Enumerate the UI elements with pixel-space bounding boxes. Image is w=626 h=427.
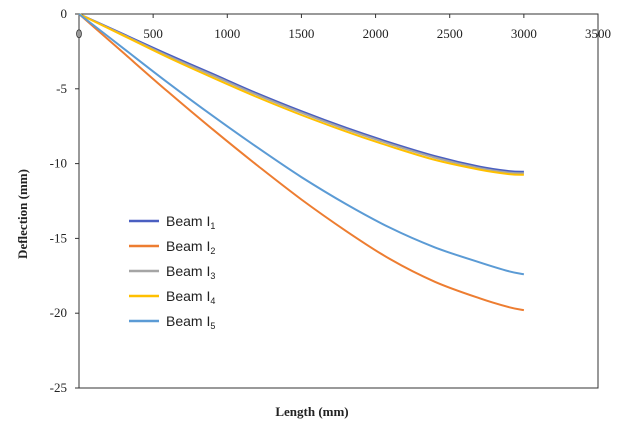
legend-item-beam-1: Beam I1 xyxy=(129,213,215,231)
legend-item-beam-3: Beam I3 xyxy=(129,263,215,281)
x-tick-label: 0 xyxy=(76,26,83,41)
legend-label: Beam I4 xyxy=(166,288,215,306)
x-tick-label: 1000 xyxy=(214,26,240,41)
legend-item-beam-4: Beam I4 xyxy=(129,288,215,306)
x-tick-label: 3500 xyxy=(585,26,611,41)
legend-label: Beam I3 xyxy=(166,263,215,281)
x-tick-label: 2500 xyxy=(437,26,463,41)
legend-label: Beam I5 xyxy=(166,313,215,331)
y-tick-label: -10 xyxy=(50,156,67,171)
series-layer xyxy=(78,13,525,312)
y-tick-label: -15 xyxy=(50,230,67,245)
x-axis-title: Length (mm) xyxy=(275,404,348,419)
y-tick-label: -25 xyxy=(50,380,67,395)
x-tick-label: 500 xyxy=(143,26,163,41)
y-tick-label: -20 xyxy=(50,305,67,320)
legend-item-beam-2: Beam I2 xyxy=(129,238,215,256)
plot-area-border xyxy=(78,13,599,389)
x-tick-label: 3000 xyxy=(511,26,537,41)
series-line-beam-5 xyxy=(78,13,525,276)
legend-item-beam-5: Beam I5 xyxy=(129,313,215,331)
x-tick-label: 1500 xyxy=(288,26,314,41)
y-tick-label: -5 xyxy=(56,81,67,96)
legend-label: Beam I1 xyxy=(166,213,215,231)
y-tick-label: 0 xyxy=(61,6,68,21)
x-axis-ticks: 0 500 1000 1500 2000 2500 3000 3500 xyxy=(76,14,611,41)
series-line-beam-4 xyxy=(78,13,524,176)
series-line-beam-2 xyxy=(78,13,525,312)
series-line-beam-3 xyxy=(78,13,524,175)
legend-label: Beam I2 xyxy=(166,238,215,256)
x-tick-label: 2000 xyxy=(363,26,389,41)
y-axis-title: Deflection (mm) xyxy=(15,169,30,259)
legend: Beam I1 Beam I2 Beam I3 Beam I4 Beam I5 xyxy=(129,213,215,331)
y-axis-ticks: 0 -5 -10 -15 -20 -25 xyxy=(50,6,79,395)
series-line-beam-1 xyxy=(78,13,524,173)
